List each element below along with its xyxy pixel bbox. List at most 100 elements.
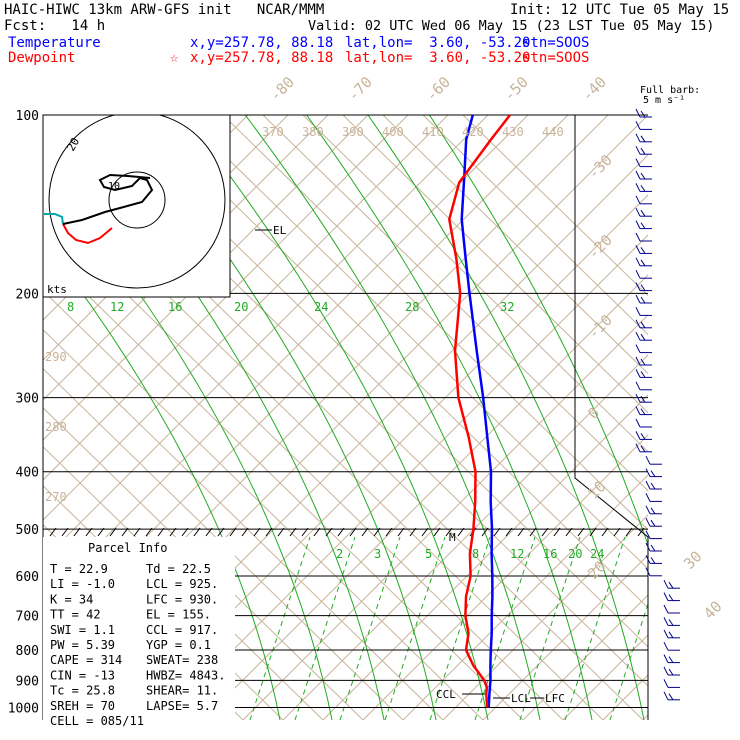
- freezing-tick: [61, 527, 69, 537]
- wind-barb: [663, 592, 680, 602]
- wind-barb: [645, 517, 662, 527]
- parcel-row-left: K = 34: [50, 592, 93, 606]
- wind-barb: [663, 629, 680, 639]
- mixing-ratio-label-lower: 8: [472, 547, 479, 561]
- theta-label: 430: [502, 125, 524, 139]
- temp-right-label: 10: [584, 477, 610, 503]
- wind-barb: [635, 443, 652, 453]
- freezing-tick: [625, 527, 633, 537]
- freezing-tick: [397, 527, 405, 537]
- freezing-tick: [361, 527, 369, 537]
- isotherm-line: [322, 394, 648, 720]
- temperature-legend: Temperature: [8, 35, 101, 51]
- temp-right-label: -20: [584, 231, 616, 263]
- parcel-row-left: PW = 5.39: [50, 638, 115, 652]
- mixing-ratio-label-upper: 20: [234, 300, 248, 314]
- mixing-ratio-label-lower: 20: [568, 547, 582, 561]
- wind-barb: [635, 431, 652, 440]
- parcel-row-left: SWI = 1.1: [50, 623, 115, 637]
- isotherm-line: [43, 115, 449, 521]
- freezing-tick: [493, 527, 501, 537]
- freezing-tick: [445, 527, 453, 537]
- wind-barb: [635, 331, 652, 341]
- freezing-tick: [601, 527, 609, 537]
- dry-adiabat-line: [422, 115, 648, 336]
- theta-label: 420: [462, 125, 484, 139]
- wind-barb: [635, 158, 652, 168]
- parcel-row-left: SREH = 70: [50, 699, 115, 713]
- freezing-tick: [109, 527, 117, 537]
- wind-barb: [635, 108, 652, 118]
- moist-adiabat-line: [43, 239, 281, 720]
- wind-barb: [645, 567, 662, 577]
- mixing-ratio-label-lower: 24: [590, 547, 604, 561]
- pressure-label-1000: 1000: [8, 701, 39, 716]
- moist-adiabat-line: [428, 115, 648, 547]
- freezing-tick: [169, 527, 177, 537]
- pressure-label-600: 600: [16, 570, 39, 585]
- isotherm-line: [602, 674, 648, 720]
- freezing-tick: [145, 527, 153, 537]
- parcel-info-title: Parcel Info: [88, 541, 167, 555]
- moist-adiabat-line: [183, 115, 489, 720]
- isotherm-line: [482, 554, 648, 720]
- freezing-tick: [301, 527, 309, 537]
- wind-barb: [645, 542, 662, 552]
- parcel-row-right: CCL = 917.: [146, 623, 218, 637]
- parcel-row-right: Td = 22.5: [146, 562, 211, 576]
- freezing-tick: [457, 527, 465, 537]
- wind-barb: [635, 282, 652, 292]
- dry-adiabat-line: [462, 115, 648, 297]
- init-time: Init: 12 UTC Tue 05 May 15: [510, 2, 730, 18]
- hodo-ring-outer: [48, 115, 226, 289]
- theta-label: 370: [262, 125, 284, 139]
- temp-top-label: -60: [422, 73, 454, 105]
- mixing-ratio-label-upper: 28: [405, 300, 419, 314]
- wind-barb: [663, 604, 680, 614]
- dry-adiabat-line: [43, 289, 484, 720]
- pressure-label-100: 100: [16, 109, 39, 124]
- freezing-tick: [193, 527, 201, 537]
- parcel-row-right: LCL = 925.: [146, 577, 218, 591]
- parcel-info-box: Parcel Info T = 22.9 Td = 22.5 LI = -1.0 LC…: [43, 537, 235, 728]
- hodo-trace-red: [62, 223, 113, 245]
- temp-top-label: -80: [266, 73, 298, 105]
- freezing-tick: [349, 527, 357, 537]
- freezing-tick: [373, 527, 381, 537]
- wind-barb: [635, 245, 652, 254]
- mixing-ratio-line: [249, 536, 311, 720]
- freezing-tick: [409, 527, 417, 537]
- wind-barb: [645, 505, 662, 515]
- freezing-tick: [325, 527, 333, 537]
- wind-barb: [635, 356, 652, 366]
- isotherm-line: [442, 514, 648, 720]
- isotherm-line: [162, 234, 648, 720]
- wind-barb: [635, 183, 652, 192]
- temperature-profile: [460, 115, 494, 708]
- barb-legend-line2: 5 m s⁻¹: [643, 95, 686, 106]
- parcel-row-left: Tc = 25.8: [50, 684, 115, 698]
- wind-barb: [635, 269, 652, 279]
- wind-barb: [635, 393, 652, 403]
- mixing-ratio-label-upper: 12: [110, 300, 124, 314]
- profiles: [448, 115, 511, 708]
- ccl-label: CCL: [436, 688, 456, 701]
- dry-adiabat-line: [182, 115, 648, 570]
- hodograph: 20 10 kts: [42, 114, 231, 298]
- wind-barb: [635, 220, 652, 230]
- pressure-label-800: 800: [16, 644, 39, 659]
- parcel-row-left: LI = -1.0: [50, 577, 115, 591]
- moist-adiabat-line: [305, 115, 593, 720]
- isotherm-line: [43, 115, 529, 601]
- wind-barb: [635, 344, 652, 354]
- parcel-row-right: YGP = 0.1: [146, 638, 211, 652]
- wind-barb: [635, 145, 652, 155]
- freezing-tick: [433, 527, 441, 537]
- hodo-ring-inner: [108, 171, 166, 229]
- mixing-ratio-line: [609, 602, 648, 720]
- parcel-row-right: LFC = 930.: [146, 592, 218, 606]
- freezing-tick: [85, 527, 93, 537]
- dewpoint-star-icon: ☆: [170, 50, 179, 66]
- isotherm-line: [683, 100, 740, 720]
- freezing-tick: [529, 527, 537, 537]
